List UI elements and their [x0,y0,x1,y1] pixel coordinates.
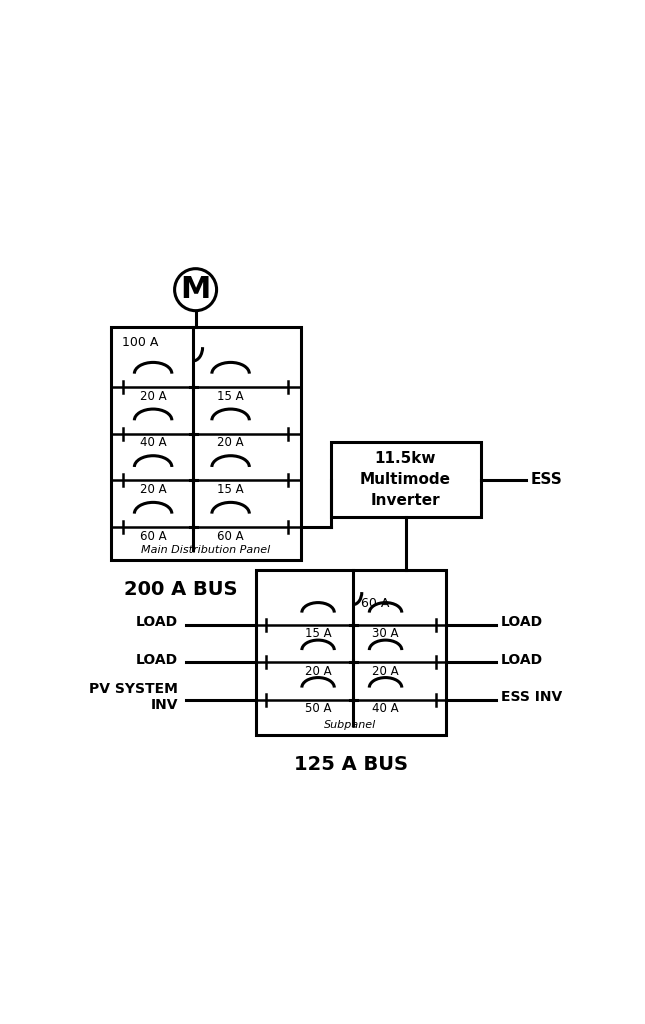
Text: LOAD: LOAD [501,615,542,629]
Text: 30 A: 30 A [372,627,399,640]
Text: 60 A: 60 A [361,597,389,610]
Text: Subpanel: Subpanel [324,720,377,729]
Text: 20 A: 20 A [217,436,244,450]
Text: 50 A: 50 A [305,702,332,715]
Text: 40 A: 40 A [372,702,399,715]
Text: 20 A: 20 A [304,665,332,678]
Text: 11.5kw
Multimode
Inverter: 11.5kw Multimode Inverter [360,452,451,508]
Text: PV SYSTEM
INV: PV SYSTEM INV [89,682,178,712]
Bar [111,327,301,559]
Text: 20 A: 20 A [372,665,399,678]
Text: 20 A: 20 A [140,483,166,496]
Bar [330,442,481,517]
Text: LOAD: LOAD [136,652,178,667]
Text: LOAD: LOAD [501,652,542,667]
Text: 40 A: 40 A [140,436,166,450]
Text: 100 A: 100 A [122,336,158,348]
Text: ESS: ESS [530,472,562,487]
Bar [255,569,446,734]
Text: ESS INV: ESS INV [501,690,562,705]
Text: 20 A: 20 A [140,390,166,402]
Text: 200 A BUS: 200 A BUS [124,580,237,599]
Text: 125 A BUS: 125 A BUS [293,755,408,773]
Text: M: M [181,275,211,304]
Text: 60 A: 60 A [140,529,166,543]
Text: Main Distribution Panel: Main Distribution Panel [141,545,270,555]
Text: 15 A: 15 A [304,627,332,640]
Text: 60 A: 60 A [217,529,244,543]
Text: LOAD: LOAD [136,615,178,629]
Text: 15 A: 15 A [217,483,244,496]
Text: 15 A: 15 A [217,390,244,402]
